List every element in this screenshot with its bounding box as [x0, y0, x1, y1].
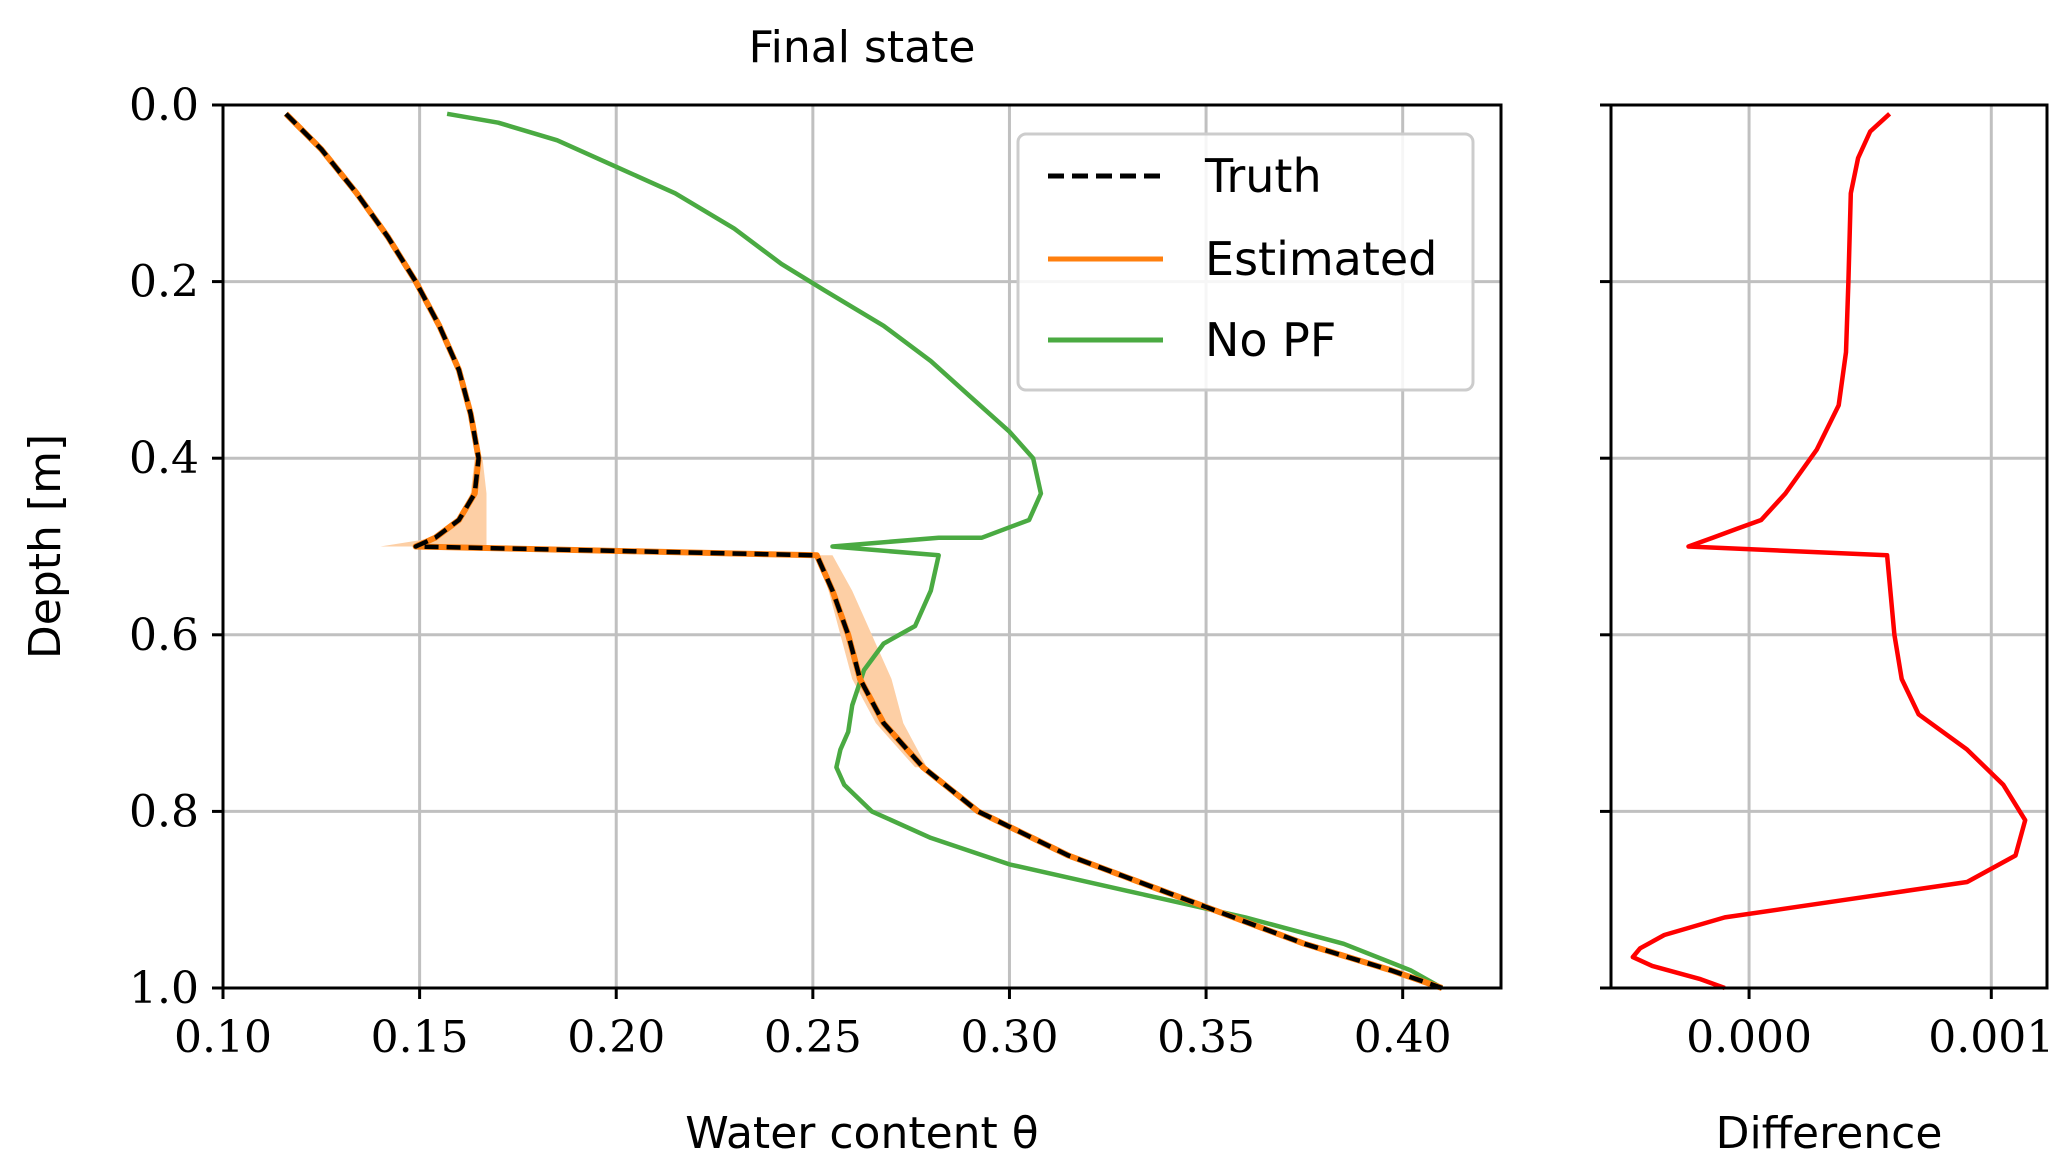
x-tick-label: 0.30	[960, 1012, 1058, 1063]
y-tick-label: 1.0	[129, 963, 199, 1014]
uncertainty-band-area	[380, 458, 487, 547]
main-x-ticks: 0.10 0.15 0.20 0.25 0.30 0.35 0.40	[174, 988, 1452, 1063]
y-tick-label: 0.0	[129, 80, 199, 131]
x-tick-label: 0.35	[1157, 1012, 1255, 1063]
legend-label-truth: Truth	[1204, 149, 1322, 203]
x-tick-label: 0.25	[764, 1012, 862, 1063]
difference-y-ticks	[1600, 103, 1611, 990]
series-line-difference	[1630, 112, 2028, 991]
difference-axes-frame	[1609, 103, 2049, 990]
difference-x-ticks: 0.000 0.001	[1686, 988, 2054, 1063]
main-plot: 0.10 0.15 0.20 0.25 0.30 0.35 0.40 0.00.20.40.…	[20, 22, 1503, 1159]
legend: Truth Estimated No PF	[1016, 132, 1475, 392]
series-line-no-pf	[446, 111, 1444, 990]
x-tick-label: 0.000	[1686, 1012, 1812, 1063]
main-axes-frame	[221, 103, 1503, 990]
y-tick-label: 0.6	[129, 610, 199, 661]
legend-label-no-pf: No PF	[1205, 313, 1336, 367]
x-tick-label: 0.10	[174, 1012, 272, 1063]
difference-plot: 0.000 0.001 Difference	[1600, 103, 2054, 1159]
main-y-ticks: 0.0 0.2 0.4 0.6 0.8 1.0	[129, 80, 223, 1014]
difference-series	[1630, 112, 2028, 991]
chart-title: Final state	[749, 22, 976, 73]
y-axis-label: Depth [m]	[20, 434, 71, 659]
difference-x-axis-label: Difference	[1716, 1108, 1943, 1159]
legend-box	[1016, 132, 1475, 392]
x-tick-label: 0.20	[567, 1012, 665, 1063]
x-axis-label: Water content θ	[685, 1108, 1038, 1159]
y-tick-label: 0.8	[129, 786, 199, 837]
x-tick-label: 0.40	[1354, 1012, 1452, 1063]
series-line-truth	[284, 112, 1443, 991]
y-tick-label: 0.2	[129, 257, 199, 308]
y-tick-label: 0.4	[129, 433, 199, 484]
main-series	[283, 111, 1444, 991]
legend-label-estimated: Estimated	[1205, 232, 1437, 286]
x-tick-label: 0.15	[371, 1012, 469, 1063]
x-tick-label: 0.001	[1928, 1012, 2054, 1063]
